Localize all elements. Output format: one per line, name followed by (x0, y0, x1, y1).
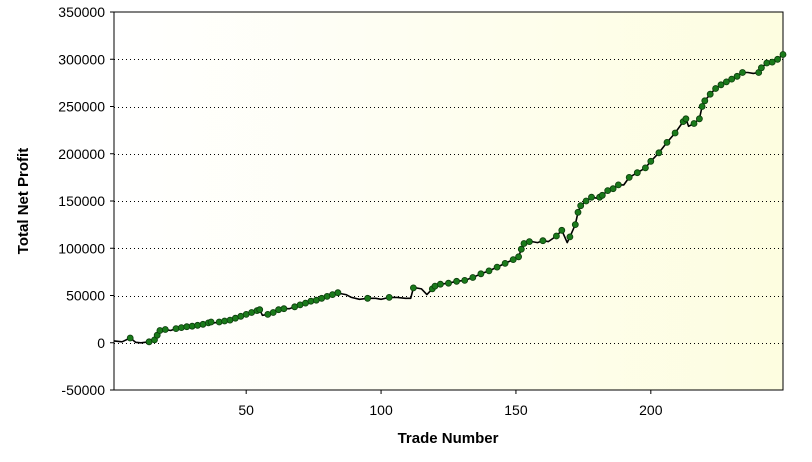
y-tick-label: 350000 (58, 4, 105, 20)
data-point-marker (588, 193, 595, 201)
data-point-marker (477, 270, 485, 278)
data-point-marker (609, 185, 617, 193)
data-point-marker (655, 149, 663, 157)
data-point-marker (515, 253, 522, 261)
data-point-marker (526, 238, 533, 246)
data-point-marker (577, 202, 585, 210)
x-tick-label: 100 (369, 402, 393, 418)
data-point-marker (774, 55, 781, 63)
data-point-marker (501, 259, 509, 267)
data-point-marker (615, 181, 622, 189)
data-point-marker (739, 69, 746, 76)
data-point-marker (453, 277, 461, 285)
data-point-marker (385, 293, 393, 301)
data-point-marker (723, 78, 730, 86)
data-point-marker (690, 120, 698, 127)
data-point-marker (156, 327, 164, 334)
y-axis-ticks: -50000 0 50000 100000 150000 200000 250000 3000… (58, 4, 114, 398)
data-point-marker (571, 221, 579, 229)
data-point-marker (574, 208, 582, 216)
data-point-marker (768, 58, 776, 66)
data-point-marker (207, 318, 215, 326)
data-point-marker (701, 97, 709, 105)
data-point-marker (364, 294, 372, 302)
data-point-marker (517, 245, 525, 253)
data-point-marker (733, 72, 741, 80)
series-markers-group (126, 51, 787, 346)
data-point-marker (215, 318, 223, 326)
data-point-marker (625, 173, 633, 181)
data-point-marker (161, 326, 169, 333)
data-point-marker (177, 324, 185, 332)
data-point-marker (221, 317, 229, 325)
x-tick-label: 150 (504, 402, 528, 418)
data-point-marker (493, 263, 501, 271)
y-tick-label: 250000 (58, 99, 105, 115)
y-tick-label: 300000 (58, 51, 105, 67)
data-point-marker (509, 256, 517, 264)
data-point-marker (779, 51, 787, 58)
x-axis-ticks: 50 100 150 200 (238, 390, 663, 418)
x-axis-title: Trade Number (398, 430, 499, 447)
data-point-marker (671, 129, 679, 137)
data-point-marker (598, 191, 606, 199)
data-point-marker (409, 284, 417, 292)
y-tick-label: 150000 (58, 193, 105, 209)
data-point-marker (334, 289, 342, 297)
data-point-marker (582, 197, 590, 205)
data-point-marker (682, 115, 690, 123)
x-tick-label: 50 (238, 402, 254, 418)
data-point-marker (188, 322, 196, 330)
data-point-marker (553, 232, 560, 240)
data-point-marker (647, 157, 655, 165)
data-point-marker (642, 164, 649, 172)
data-point-marker (445, 279, 452, 287)
data-point-marker (558, 226, 566, 234)
data-point-marker (126, 334, 134, 342)
y-tick-label: 100000 (58, 240, 105, 256)
data-point-marker (728, 75, 736, 83)
data-point-marker (485, 267, 493, 275)
data-point-marker (698, 103, 706, 110)
data-point-marker (633, 169, 641, 177)
data-point-marker (280, 305, 288, 313)
data-point-marker (758, 64, 765, 72)
data-point-marker (436, 280, 444, 288)
data-point-marker (717, 81, 725, 89)
data-point-marker (194, 321, 202, 329)
data-point-marker (566, 233, 574, 241)
data-point-marker (539, 237, 547, 245)
data-point-marker (307, 297, 315, 305)
data-point-marker (461, 276, 469, 284)
y-tick-label: -50000 (61, 382, 105, 398)
data-point-marker (763, 59, 771, 67)
data-point-marker (469, 274, 477, 281)
y-tick-label: 200000 (58, 146, 105, 162)
y-axis-title: Total Net Profit (15, 148, 32, 254)
y-tick-label: 0 (97, 335, 105, 351)
x-tick-label: 200 (639, 402, 663, 418)
data-point-marker (712, 85, 719, 92)
data-point-marker (256, 306, 264, 314)
data-point-marker (696, 115, 703, 123)
data-point-marker (663, 138, 671, 146)
data-point-marker (172, 325, 180, 333)
data-point-marker (269, 309, 277, 316)
y-tick-label: 50000 (66, 288, 105, 304)
data-point-marker (706, 90, 714, 98)
plot-background (113, 11, 784, 391)
